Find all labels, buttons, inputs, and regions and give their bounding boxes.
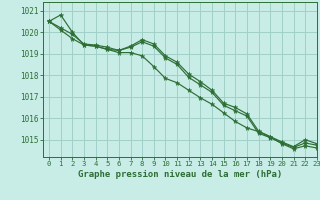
X-axis label: Graphe pression niveau de la mer (hPa): Graphe pression niveau de la mer (hPa) [78, 170, 282, 179]
